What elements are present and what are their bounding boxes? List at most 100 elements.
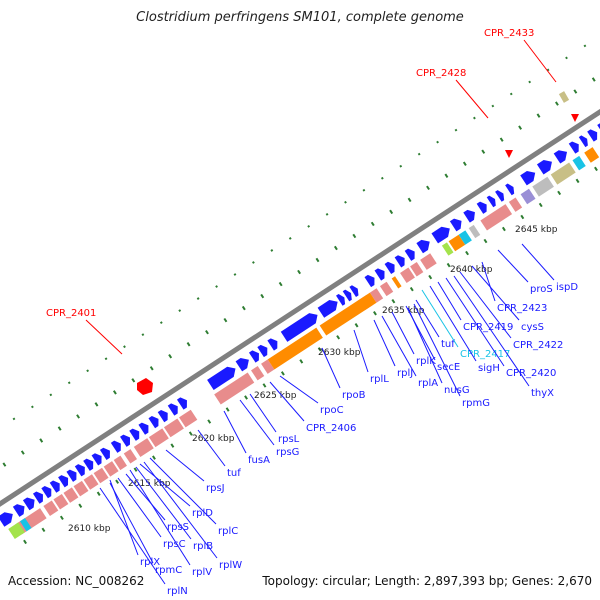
gene-block-misc xyxy=(441,242,454,256)
map-track-group xyxy=(0,44,600,545)
ring-tick xyxy=(407,197,412,203)
callout-line xyxy=(453,275,530,387)
inner-tick xyxy=(483,238,488,244)
gene-arrow xyxy=(384,261,395,275)
gene-block xyxy=(480,204,513,231)
gene-arrow xyxy=(267,338,278,351)
inner-tick xyxy=(354,323,359,328)
inner-tick xyxy=(520,214,525,220)
outer-dot xyxy=(362,188,366,192)
gene-arrow xyxy=(587,129,598,142)
gene-block xyxy=(214,372,255,405)
gene-block-misc xyxy=(532,176,554,197)
callout-line xyxy=(421,289,459,348)
ring-tick xyxy=(94,402,99,407)
gene-block xyxy=(43,500,59,517)
ring-tick xyxy=(315,257,320,263)
outer-dot xyxy=(454,128,458,132)
gene-arrow xyxy=(280,313,318,342)
callout-label: rpmG xyxy=(462,398,490,409)
callout-line xyxy=(523,39,557,83)
ring-tick xyxy=(333,245,338,251)
inner-tick xyxy=(59,515,64,521)
callout-line xyxy=(497,249,529,283)
outer-dot xyxy=(307,224,311,228)
forward-strand xyxy=(0,123,600,527)
callout-label: CPR_2420 xyxy=(506,368,556,379)
outer-dot xyxy=(491,104,495,108)
gene-arrow xyxy=(83,458,94,471)
gene-block-orange xyxy=(391,276,402,289)
callout-line xyxy=(321,347,341,389)
outer-dots-group xyxy=(2,44,596,467)
gene-arrow xyxy=(597,123,600,136)
inner-tick xyxy=(96,491,101,496)
outer-dot xyxy=(380,176,384,180)
inner-tick xyxy=(244,395,248,400)
gene-arrow xyxy=(431,226,450,244)
inner-tick xyxy=(41,527,46,533)
ring-tick xyxy=(76,414,80,419)
outer-dot xyxy=(509,92,513,96)
inner-tick xyxy=(170,443,175,448)
callout-label: rplL xyxy=(370,374,389,385)
gene-block xyxy=(53,493,69,510)
callout-label: secE xyxy=(437,362,460,373)
gene-arrow xyxy=(495,190,505,202)
inner-tick xyxy=(133,467,138,472)
scale-label: 2620 kbp xyxy=(192,434,235,444)
gene-arrow xyxy=(0,512,13,527)
outer-dot xyxy=(233,273,237,276)
gene-block xyxy=(93,467,109,484)
outer-dot xyxy=(583,44,587,48)
gene-block xyxy=(379,281,394,297)
outer-dot xyxy=(215,285,218,288)
outer-dot xyxy=(12,417,16,421)
callout-label: CPR_2417 xyxy=(460,349,510,360)
gene-arrow xyxy=(12,504,25,517)
outer-dot xyxy=(473,116,476,120)
gene-block xyxy=(251,365,265,381)
inner-tick xyxy=(538,202,543,208)
inner-tick xyxy=(575,178,580,184)
callout-label: rpsC xyxy=(163,539,186,550)
inner-tick xyxy=(225,407,230,412)
ring-tick xyxy=(554,101,559,106)
callout-label: CPR_2419 xyxy=(463,322,513,333)
callout-label: CPR_2401 xyxy=(46,308,96,319)
ring-tick xyxy=(241,305,246,311)
gene-arrow xyxy=(553,150,568,164)
footer: Accession: NC_008262 Topology: circular;… xyxy=(0,570,600,592)
callout-line xyxy=(353,329,369,373)
gene-block-misc xyxy=(520,188,536,205)
gene-arrow xyxy=(22,497,35,511)
ring-tick xyxy=(462,161,467,166)
gene-arrow xyxy=(342,289,352,302)
ring-tick xyxy=(389,209,394,215)
callout-line xyxy=(437,281,462,321)
outer-dot xyxy=(252,261,255,264)
inner-tick xyxy=(78,503,83,508)
gene-arrow xyxy=(505,183,515,196)
gene-arrow xyxy=(235,358,249,372)
outer-dot xyxy=(67,381,71,385)
ring-tick xyxy=(39,438,44,443)
gene-block xyxy=(133,438,154,457)
callout-label: rplA xyxy=(418,378,438,389)
callout-label: rpsL xyxy=(278,434,300,445)
callout-label: ispD xyxy=(556,282,578,293)
gene-arrow xyxy=(120,434,131,447)
callout-line xyxy=(405,305,436,361)
gene-arrow xyxy=(578,135,588,148)
outer-dot xyxy=(104,357,108,361)
gene-block xyxy=(73,480,89,497)
callout-line xyxy=(223,410,247,454)
accession-label: Accession: NC_008262 xyxy=(8,574,145,588)
inner-tick xyxy=(446,262,451,268)
callout-line xyxy=(429,285,477,362)
callout-line xyxy=(125,473,166,521)
callout-line xyxy=(197,429,226,467)
inner-tick xyxy=(115,479,120,484)
gene-block-misc xyxy=(572,155,586,171)
